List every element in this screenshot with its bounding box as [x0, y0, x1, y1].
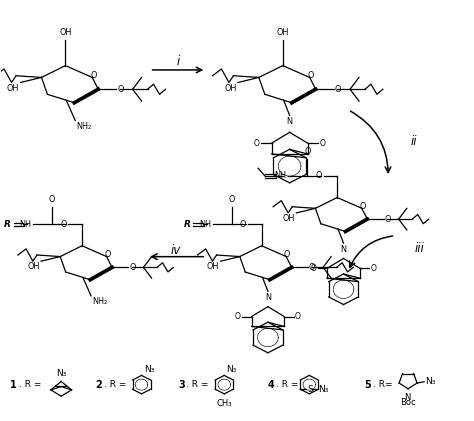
- Text: O: O: [308, 71, 314, 80]
- Text: iv: iv: [171, 244, 181, 257]
- Text: O: O: [284, 250, 291, 259]
- Text: N₃: N₃: [227, 365, 237, 374]
- Text: 4: 4: [268, 380, 274, 390]
- Text: 5: 5: [365, 380, 371, 390]
- Text: N: N: [340, 245, 346, 254]
- Text: N₃: N₃: [56, 369, 66, 378]
- Text: O: O: [309, 263, 315, 272]
- Text: N: N: [287, 117, 292, 126]
- Text: iii: iii: [414, 242, 424, 255]
- Text: S: S: [308, 385, 314, 394]
- Text: 1: 1: [10, 380, 17, 390]
- Text: 2: 2: [95, 380, 102, 390]
- Text: O: O: [104, 250, 111, 259]
- Text: . R =: . R =: [104, 380, 126, 389]
- Text: OH: OH: [276, 28, 289, 37]
- Text: O: O: [335, 85, 341, 94]
- Text: . R =: . R =: [276, 380, 299, 389]
- Text: O: O: [360, 202, 366, 211]
- Text: Boc: Boc: [400, 398, 416, 407]
- Text: . R =: . R =: [18, 380, 41, 389]
- Text: O: O: [240, 220, 246, 229]
- Text: O: O: [90, 71, 96, 80]
- Text: O: O: [304, 147, 310, 156]
- Text: N: N: [404, 393, 411, 402]
- Text: N₃: N₃: [426, 377, 436, 386]
- Text: i: i: [176, 55, 180, 68]
- Text: O: O: [117, 85, 124, 94]
- Text: OH: OH: [283, 214, 295, 223]
- Text: R: R: [4, 220, 11, 229]
- Text: NH₂: NH₂: [76, 122, 91, 131]
- Text: N: N: [265, 293, 271, 302]
- Text: O: O: [319, 139, 326, 148]
- Text: NH: NH: [199, 220, 211, 229]
- Text: O: O: [254, 139, 260, 148]
- Text: OH: OH: [27, 262, 40, 272]
- Text: NH: NH: [19, 220, 31, 229]
- Text: O: O: [129, 263, 136, 272]
- Text: OH: OH: [7, 84, 19, 93]
- Text: . R =: . R =: [186, 380, 209, 389]
- Text: NH₂: NH₂: [92, 297, 107, 306]
- Text: O: O: [315, 171, 322, 181]
- Text: . R=: . R=: [373, 380, 392, 389]
- Text: OH: OH: [207, 262, 219, 272]
- Text: 3: 3: [178, 380, 185, 390]
- Text: O: O: [60, 220, 66, 229]
- Text: CH₃: CH₃: [217, 399, 232, 408]
- Text: R: R: [184, 220, 191, 229]
- Text: ii: ii: [411, 135, 418, 148]
- Text: N₃: N₃: [144, 365, 154, 374]
- Text: O: O: [49, 195, 55, 204]
- Text: NH: NH: [275, 171, 287, 181]
- Text: OH: OH: [59, 28, 72, 37]
- Text: OH: OH: [224, 84, 237, 93]
- Text: O: O: [310, 264, 317, 273]
- Text: O: O: [295, 312, 301, 321]
- Text: O: O: [228, 195, 235, 204]
- Text: O: O: [235, 312, 241, 321]
- Text: O: O: [371, 264, 376, 273]
- Text: N₃: N₃: [318, 385, 328, 394]
- Text: O: O: [384, 215, 391, 224]
